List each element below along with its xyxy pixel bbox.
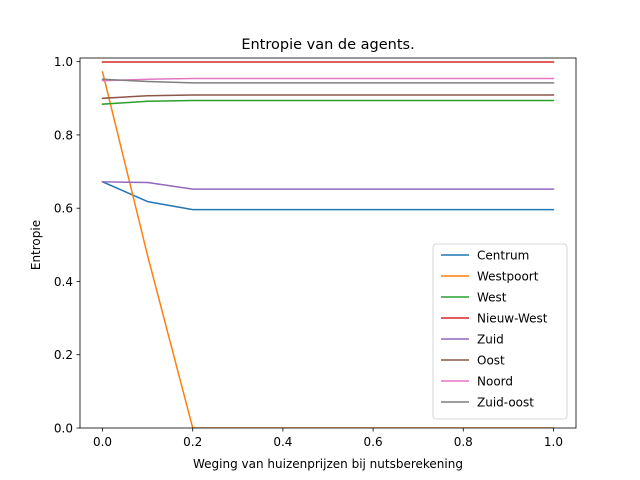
- legend: Centrum Westpoort West Nieuw-West Zuid Oost No…: [432, 243, 568, 420]
- y-tick-label: 1.0: [54, 55, 73, 69]
- x-tick-label: 0.8: [454, 435, 473, 449]
- legend-label: Zuid: [477, 333, 504, 347]
- legend-label: Noord: [477, 375, 513, 389]
- axes-frame: [79, 57, 577, 429]
- series-line-0: [101, 180, 555, 211]
- y-axis-title: Entropie: [29, 220, 43, 270]
- x-tick-label: 0.6: [364, 435, 383, 449]
- series-line-4: [101, 181, 555, 190]
- y-tick-label: 0.6: [54, 202, 73, 216]
- series-line-5: [101, 94, 555, 100]
- series-line-7: [101, 78, 555, 84]
- x-tick-label: 1.0: [544, 435, 563, 449]
- x-tick-label: 0.4: [273, 435, 292, 449]
- series-line-6: [101, 77, 555, 82]
- legend-label: Nieuw-West: [477, 312, 548, 326]
- y-tick-label: 0.0: [54, 422, 73, 436]
- legend-label: Westpoort: [477, 270, 539, 284]
- y-tick-label: 0.8: [54, 128, 73, 142]
- series-line-2: [101, 99, 555, 105]
- legend-label: Centrum: [477, 249, 529, 263]
- series-lines: [101, 61, 555, 428]
- x-tick-label: 0.2: [183, 435, 202, 449]
- y-tick-label: 0.4: [54, 275, 73, 289]
- x-axis-title: Weging van huizenprijzen bij nutsbereken…: [193, 457, 463, 471]
- plot-area: 0.0 0.2 0.4 0.6 0.8 1.0 0.0 0.2 0.4 0.6 0.8 1.0: [54, 55, 577, 449]
- chart-title: Entropie van de agents.: [241, 37, 414, 53]
- y-tick-label: 0.2: [54, 348, 73, 362]
- legend-box: [432, 243, 568, 420]
- series-line-1: [101, 71, 555, 428]
- legend-label: Oost: [477, 354, 505, 368]
- legend-label: Zuid-oost: [477, 396, 534, 410]
- legend-label: West: [477, 291, 507, 305]
- x-tick-label: 0.0: [93, 435, 112, 449]
